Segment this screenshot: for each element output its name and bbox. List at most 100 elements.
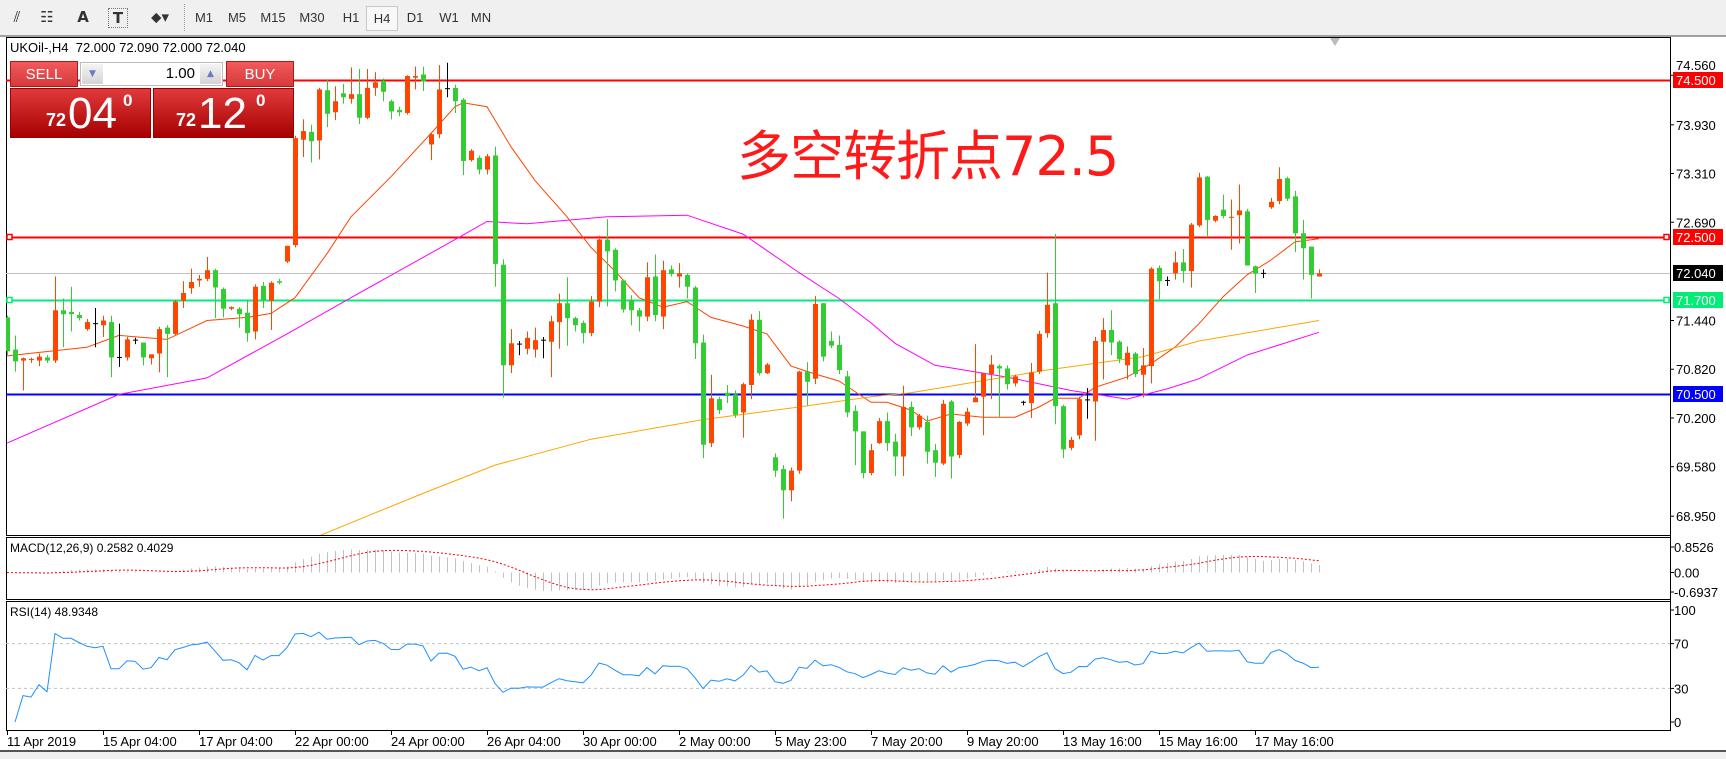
line-handle-left[interactable] (6, 296, 13, 304)
candle (757, 311, 762, 376)
candle (813, 296, 818, 385)
candle-body (1109, 329, 1114, 343)
timeframe-d1[interactable]: D1 (406, 10, 424, 25)
candle-body (373, 82, 378, 88)
timeframe-h1[interactable]: H1 (342, 10, 360, 25)
candle (189, 268, 194, 294)
candle-body (861, 431, 866, 473)
candle-body (837, 344, 842, 371)
time-tick-label: 5 May 23:00 (775, 734, 847, 749)
candle (413, 66, 418, 90)
symbol-info: UKOil-,H4 72.000 72.090 72.000 72.040 (10, 40, 246, 55)
line-handle-left[interactable] (6, 233, 13, 241)
candle-body (965, 411, 970, 424)
candle-body (1093, 340, 1098, 402)
chart-annotation-text[interactable]: 多空转折点72.5 (737, 125, 1119, 188)
candle-body (101, 320, 106, 326)
candle-body (1205, 176, 1210, 220)
candle-body (1045, 304, 1050, 334)
candle (709, 374, 714, 448)
candle-body (533, 340, 538, 350)
candle (861, 431, 866, 479)
candle (1269, 197, 1274, 209)
candle (1285, 176, 1290, 202)
candle (381, 78, 386, 102)
text-tool-icon[interactable]: A (77, 8, 89, 26)
candle (685, 273, 690, 299)
timeframe-w1[interactable]: W1 (439, 10, 459, 25)
candle (1021, 400, 1026, 406)
sell-price[interactable]: 72 04 0 (10, 88, 151, 138)
candle-body (509, 343, 514, 366)
buy-button[interactable]: BUY (226, 61, 294, 87)
candle (1141, 348, 1146, 398)
candle-body (733, 394, 738, 415)
candle-body (1301, 233, 1306, 249)
timeframe-m5[interactable]: M5 (227, 10, 247, 25)
candle-body (1037, 333, 1042, 372)
candle (389, 99, 394, 120)
candle-body (917, 415, 922, 428)
sell-price-main: 04 (68, 89, 117, 138)
line-handle-right[interactable] (1663, 296, 1670, 304)
candle-body (645, 277, 650, 317)
line-handle-right[interactable] (1663, 233, 1670, 241)
candle (949, 399, 954, 479)
candle-body (877, 421, 882, 444)
lot-decrease-icon[interactable]: ▼ (82, 64, 103, 84)
candle-body (293, 138, 298, 246)
arrows-tool-icon[interactable]: ⬥▾ (150, 8, 170, 26)
candle (501, 259, 506, 398)
candle-body (565, 303, 570, 319)
sell-button[interactable]: SELL (10, 61, 78, 87)
candle (661, 260, 666, 330)
lot-size-field[interactable]: ▼ 1.00 ▲ (80, 62, 223, 86)
chart-shift-marker-icon[interactable] (1330, 38, 1340, 46)
candle-body (1221, 209, 1226, 216)
candle (21, 357, 26, 391)
candle (637, 307, 642, 332)
candle (477, 155, 482, 175)
candle (533, 327, 538, 358)
lot-size-input[interactable]: 1.00 (165, 65, 195, 82)
one-click-trading-panel: SELL ▼ 1.00 ▲ BUY 72 04 0 72 12 0 (10, 61, 294, 138)
candle-body (277, 281, 282, 283)
candle (6, 315, 10, 356)
price-tick-label: 71.440 (1676, 314, 1716, 329)
candle (845, 370, 850, 418)
candle-body (901, 406, 906, 457)
candle-body (709, 398, 714, 444)
candle (1149, 267, 1154, 384)
candle (269, 281, 274, 330)
time-tick-label: 26 Apr 04:00 (487, 734, 561, 749)
lot-increase-icon[interactable]: ▲ (200, 64, 221, 84)
candle-body (221, 289, 226, 309)
candle-body (589, 301, 594, 334)
candle (629, 295, 634, 326)
price-label-box-72.040 (1673, 265, 1723, 281)
equidistant-channel-tool-icon[interactable]: ⫽ (13, 8, 21, 26)
timeframe-m30[interactable]: M30 (299, 10, 325, 25)
candle-body (157, 329, 162, 354)
candle (149, 354, 154, 365)
candle-body (269, 282, 274, 301)
fibonacci-tool-icon[interactable]: ☷ (40, 8, 54, 26)
timeframe-m15[interactable]: M15 (260, 10, 286, 25)
timeframe-mn[interactable]: MN (470, 10, 492, 25)
candle (597, 235, 602, 308)
timeframe-h4[interactable]: H4 (366, 6, 398, 31)
candle-body (381, 80, 386, 92)
candle-body (149, 354, 154, 359)
rsi-tick-label: 100 (1674, 603, 1696, 618)
candle-body (349, 94, 354, 99)
candle-body (621, 280, 626, 310)
candle (1053, 234, 1058, 425)
timeframe-m1[interactable]: M1 (194, 10, 214, 25)
candle-body (845, 376, 850, 413)
candle (589, 296, 594, 337)
buy-price[interactable]: 72 12 0 (153, 88, 294, 138)
candle (341, 83, 346, 104)
candle-body (213, 270, 218, 288)
text-label-tool-icon[interactable]: T (108, 8, 128, 28)
candle (349, 67, 354, 104)
